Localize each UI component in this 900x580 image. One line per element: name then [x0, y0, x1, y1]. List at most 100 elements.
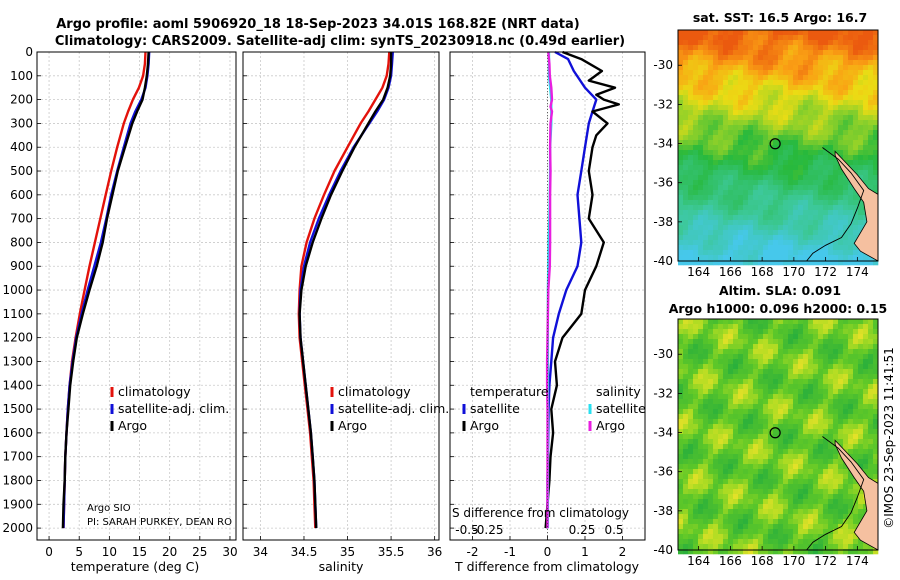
map-cell	[828, 30, 834, 36]
map-cell	[818, 140, 824, 146]
map-cell	[808, 85, 814, 91]
map-cell	[788, 80, 794, 86]
map-cell	[793, 424, 799, 430]
map-cell	[808, 250, 814, 256]
map-cell	[738, 519, 744, 525]
map-cell	[683, 519, 689, 525]
map-cell	[728, 95, 734, 101]
map-cell	[743, 95, 749, 101]
map-cell	[708, 469, 714, 475]
map-cell	[768, 50, 774, 56]
map-cell	[828, 110, 834, 116]
map-cell	[753, 469, 759, 475]
map-cell	[828, 464, 834, 470]
map-cell	[763, 195, 769, 201]
map-cell	[688, 195, 694, 201]
map-cell	[828, 414, 834, 420]
map-cell	[778, 120, 784, 126]
map-cell	[763, 80, 769, 86]
map-cell	[853, 449, 859, 455]
map-cell	[758, 439, 764, 445]
map-cell	[833, 379, 839, 385]
map-cell	[703, 150, 709, 156]
map-cell	[768, 449, 774, 455]
map-cell	[753, 429, 759, 435]
map-cell	[818, 95, 824, 101]
map-cell	[818, 70, 824, 76]
map-cell	[763, 549, 769, 555]
map-cell	[763, 60, 769, 66]
map-cell	[873, 70, 879, 76]
map-cell	[818, 539, 824, 545]
map-cell	[793, 439, 799, 445]
map-cell	[683, 499, 689, 505]
map-cell	[758, 170, 764, 176]
map-cell	[703, 50, 709, 56]
map-cell	[683, 125, 689, 131]
map-cell	[748, 235, 754, 241]
map-cell	[763, 30, 769, 36]
map-cell	[833, 130, 839, 136]
map-cell	[838, 120, 844, 126]
map-cell	[848, 245, 854, 251]
y-tick-label: 500	[10, 164, 33, 178]
map-cell	[678, 120, 684, 126]
map-cell	[698, 369, 704, 375]
map-cell	[763, 484, 769, 490]
map-cell	[678, 494, 684, 500]
map-cell	[763, 329, 769, 335]
map-cell	[863, 165, 869, 171]
map-cell	[743, 359, 749, 365]
map-cell	[848, 449, 854, 455]
map-cell	[763, 469, 769, 475]
map-cell	[828, 200, 834, 206]
map-cell	[753, 354, 759, 360]
map-cell	[733, 504, 739, 510]
map-cell	[728, 210, 734, 216]
map-cell	[768, 344, 774, 350]
map-cell	[793, 509, 799, 515]
map-cell	[708, 499, 714, 505]
map-cell	[868, 175, 874, 181]
map-cell	[848, 484, 854, 490]
map-cell	[718, 474, 724, 480]
map-cell	[748, 80, 754, 86]
map-cell	[778, 45, 784, 51]
map-cell	[788, 389, 794, 395]
map-cell	[868, 324, 874, 330]
map-cell	[698, 429, 704, 435]
map-cell	[788, 170, 794, 176]
map-cell	[743, 344, 749, 350]
map-cell	[743, 60, 749, 66]
map-cell	[753, 479, 759, 485]
map-cell	[758, 160, 764, 166]
map-cell	[838, 424, 844, 430]
map-cell	[813, 160, 819, 166]
x-tick-label: 35.5	[378, 545, 405, 559]
map-cell	[843, 190, 849, 196]
map-cell	[748, 364, 754, 370]
map-cell	[723, 469, 729, 475]
map-cell	[868, 65, 874, 71]
map-cell	[698, 110, 704, 116]
map-cell	[763, 100, 769, 106]
map-cell	[833, 105, 839, 111]
map-cell	[728, 120, 734, 126]
map-cell	[698, 250, 704, 256]
map-cell	[728, 514, 734, 520]
map-cell	[783, 344, 789, 350]
map-cell	[798, 145, 804, 151]
map-cell	[763, 165, 769, 171]
map-cell	[788, 95, 794, 101]
map-cell	[743, 429, 749, 435]
map-cell	[728, 110, 734, 116]
map-cell	[873, 409, 879, 415]
map-cell	[783, 195, 789, 201]
map-cell	[723, 424, 729, 430]
map-cell	[798, 449, 804, 455]
map-cell	[693, 235, 699, 241]
map-cell	[703, 334, 709, 340]
map-cell	[768, 489, 774, 495]
map-cell	[743, 240, 749, 246]
map-cell	[803, 404, 809, 410]
